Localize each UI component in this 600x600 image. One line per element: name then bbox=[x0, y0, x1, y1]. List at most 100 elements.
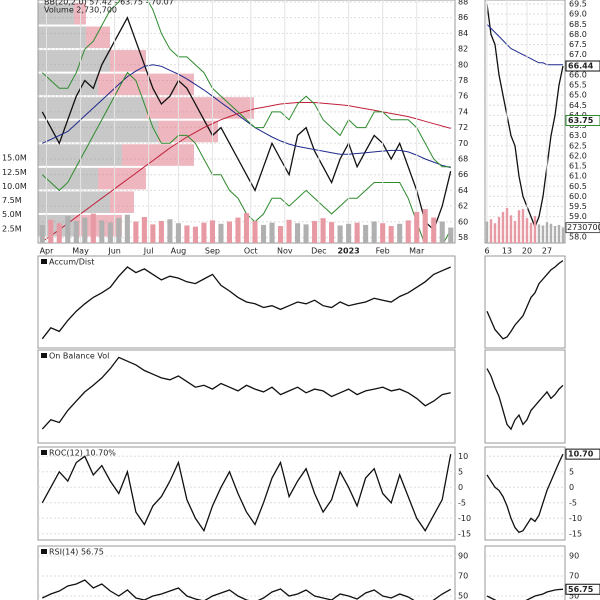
y-tick-label: -10 bbox=[569, 514, 582, 523]
y-tick-label: 88 bbox=[458, 0, 468, 6]
y-tick-label: 58 bbox=[458, 233, 468, 242]
volume-bar bbox=[541, 225, 545, 243]
y-tick-label: 50 bbox=[458, 592, 468, 600]
volume-bar bbox=[513, 220, 517, 243]
volume-bar bbox=[549, 223, 553, 243]
panel-title: RSI(14) 56.75 bbox=[49, 548, 104, 557]
x-tick-label: Mar bbox=[409, 247, 425, 256]
x-tick-label: Oct bbox=[244, 247, 258, 256]
plot-layer bbox=[486, 368, 564, 431]
y-tick-label: 80 bbox=[458, 60, 468, 69]
volume-bar bbox=[209, 220, 216, 243]
y-tick-label: 5 bbox=[569, 467, 574, 476]
volume-bar bbox=[235, 217, 241, 243]
y-tick-label: 70 bbox=[458, 572, 468, 581]
vbp-up bbox=[38, 97, 146, 119]
volume-bar bbox=[158, 220, 164, 243]
volume-bar bbox=[226, 221, 233, 243]
value-tag bbox=[565, 60, 600, 72]
volume-bar bbox=[243, 213, 250, 243]
x-tick-label: Sep bbox=[205, 247, 220, 256]
y-tick-label: 70 bbox=[569, 572, 579, 581]
y-tick-label: 66.0 bbox=[569, 70, 587, 79]
y-tick-label: 68.0 bbox=[569, 30, 587, 39]
value-tag bbox=[565, 583, 600, 595]
volume-bar bbox=[529, 222, 533, 243]
y-tick-label: 61.5 bbox=[569, 162, 587, 171]
x-tick-label: May bbox=[72, 247, 89, 256]
volume-bar bbox=[533, 215, 537, 243]
y-tick-label: 76 bbox=[458, 92, 468, 101]
vbp-down bbox=[98, 73, 194, 96]
volume-bar bbox=[448, 227, 454, 243]
vbp-up bbox=[38, 73, 98, 96]
vbp-up bbox=[38, 50, 110, 72]
volume-bar bbox=[545, 222, 549, 243]
series-line bbox=[486, 588, 564, 600]
volume-bar bbox=[150, 224, 156, 243]
volume-bar bbox=[431, 217, 437, 243]
y-tick-label: 65.0 bbox=[569, 91, 587, 100]
vbp-up bbox=[38, 26, 86, 49]
x-tick-label: 27 bbox=[542, 247, 552, 256]
series-line bbox=[41, 356, 451, 430]
series-line bbox=[486, 260, 564, 340]
value-tag-label: 2730700 bbox=[567, 223, 600, 232]
y-tick-label: 65.5 bbox=[569, 81, 587, 90]
volume-bar bbox=[537, 224, 541, 243]
series-line bbox=[486, 453, 564, 534]
volume-bar bbox=[380, 223, 386, 243]
volume-bar bbox=[346, 223, 352, 243]
series-line bbox=[486, 4, 564, 229]
volume-bar bbox=[553, 226, 557, 243]
volume-bar bbox=[286, 219, 292, 243]
volume-bar bbox=[414, 211, 420, 243]
vbp-down bbox=[74, 2, 86, 25]
volume-bar bbox=[354, 222, 360, 243]
volume-bar bbox=[363, 224, 369, 243]
volume-bar bbox=[73, 220, 79, 243]
volume-bar bbox=[141, 217, 147, 243]
plot-layer bbox=[38, 453, 455, 535]
panel-title: Accum/Dist bbox=[49, 258, 94, 267]
y-tick-label: 84 bbox=[458, 29, 468, 38]
x-tick-label: 20 bbox=[522, 247, 532, 256]
volume-bar bbox=[493, 223, 497, 243]
value-tag-label: 63.75 bbox=[568, 116, 594, 125]
y-tick-label: 50 bbox=[569, 592, 579, 600]
x-tick-label: Nov bbox=[277, 247, 293, 256]
plot-area bbox=[37, 446, 456, 541]
y-tick-label: 62.5 bbox=[569, 141, 587, 150]
volume-bar bbox=[525, 218, 529, 243]
y-tick-label: -10 bbox=[458, 514, 471, 523]
value-tag-label: 56.75 bbox=[568, 585, 594, 594]
value-tag-label: 10.70 bbox=[568, 450, 594, 459]
x-tick-label: 13 bbox=[502, 247, 512, 256]
y-tick-label: 0 bbox=[569, 483, 574, 492]
series-line bbox=[486, 23, 563, 66]
plot-layer bbox=[41, 266, 451, 340]
panel-title: ROC(12) 10.70% bbox=[49, 449, 116, 458]
plot-layer bbox=[485, 453, 565, 535]
volume-bar bbox=[422, 209, 428, 243]
vbp-down bbox=[158, 120, 218, 143]
y-tick-label: 0 bbox=[458, 483, 463, 492]
legend-text: Volume 2,730,700 bbox=[44, 6, 117, 15]
volume-bar bbox=[260, 224, 267, 243]
y-tick-label: 60 bbox=[458, 217, 468, 226]
volume-bar bbox=[201, 222, 207, 243]
y-tick-label: 68 bbox=[458, 154, 468, 163]
volume-bar bbox=[485, 221, 489, 243]
volume-bar bbox=[489, 219, 493, 243]
y-tick-label: 82 bbox=[458, 45, 468, 54]
volume-tick-label: 12.5M bbox=[2, 168, 27, 177]
volume-bar bbox=[82, 217, 88, 243]
vbp-down bbox=[98, 167, 146, 190]
volume-tick-label: 15.0M bbox=[2, 154, 27, 163]
y-tick-label: -15 bbox=[569, 529, 582, 538]
y-tick-label: 67.0 bbox=[569, 50, 587, 59]
plot-layer bbox=[41, 356, 451, 430]
volume-tick-label: 5.0M bbox=[2, 210, 22, 219]
y-tick-label: 66 bbox=[458, 170, 468, 179]
volume-bar bbox=[388, 226, 394, 243]
